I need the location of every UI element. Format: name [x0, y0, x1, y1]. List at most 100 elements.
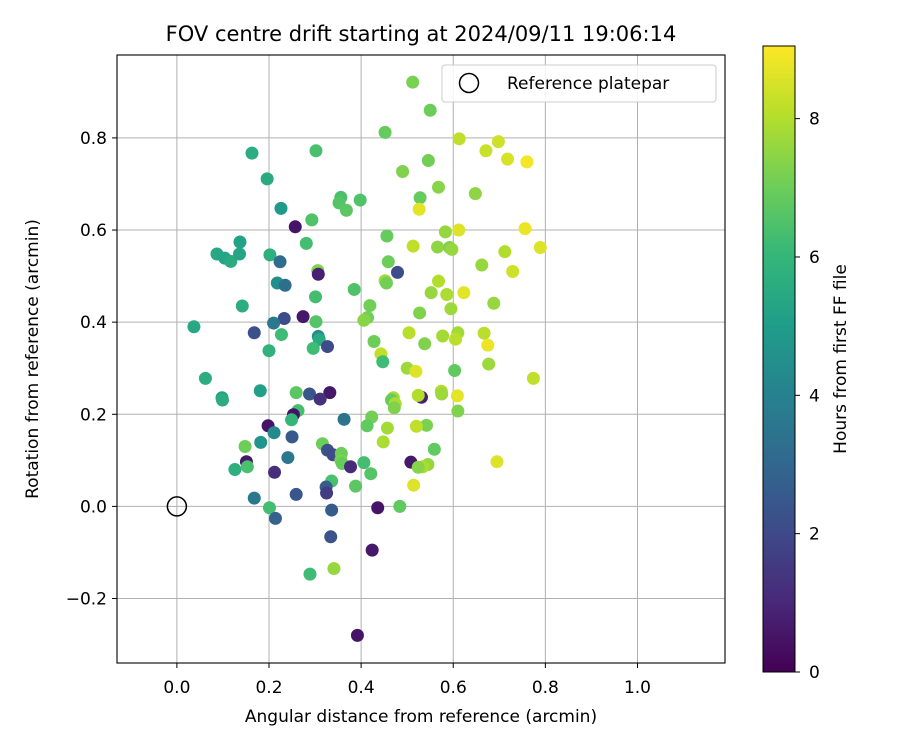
colorbar-tick-label: 0 [809, 663, 820, 683]
data-point [498, 245, 512, 259]
data-point [412, 202, 426, 216]
data-point [344, 460, 358, 474]
data-point [533, 241, 547, 255]
data-point [506, 264, 520, 278]
data-point [320, 340, 334, 354]
data-point [393, 499, 407, 513]
data-point [445, 242, 459, 256]
data-point [353, 193, 367, 207]
data-point [451, 404, 465, 418]
x-tick-label: 0.2 [255, 678, 282, 698]
legend-label: Reference platepar [507, 74, 669, 94]
data-point [450, 389, 464, 403]
data-point [327, 562, 341, 576]
data-point [325, 503, 339, 517]
data-point [347, 282, 361, 296]
data-point [228, 463, 242, 477]
data-point [407, 478, 421, 492]
colorbar: 0 2 4 6 8 Hours from first FF file [762, 45, 851, 683]
data-point [438, 225, 452, 239]
data-point [305, 213, 319, 227]
x-tick-label: 0.6 [440, 678, 467, 698]
colorbar-tick-label: 2 [809, 525, 820, 545]
data-point [198, 371, 212, 385]
x-axis-ticks: 0.0 0.2 0.4 0.6 0.8 1.0 [163, 663, 651, 698]
data-point [431, 240, 445, 254]
data-point [273, 255, 287, 269]
data-point [324, 530, 338, 544]
data-point [421, 153, 435, 167]
data-point [313, 392, 327, 406]
data-point [263, 248, 277, 262]
data-point [360, 419, 374, 433]
data-point [289, 386, 303, 400]
y-tick-label: −0.2 [66, 590, 107, 610]
colorbar-ticks: 0 2 4 6 8 [795, 110, 820, 683]
data-point [296, 310, 310, 324]
y-axis-ticks: −0.2 0.0 0.2 0.4 0.6 0.8 [66, 129, 117, 610]
data-point [350, 628, 364, 642]
data-point [427, 442, 441, 456]
data-point [411, 388, 425, 402]
data-point [432, 274, 446, 288]
data-point [440, 288, 454, 302]
y-tick-label: 0.4 [80, 313, 107, 333]
data-point [491, 135, 505, 149]
data-point [224, 254, 238, 268]
data-point [380, 421, 394, 435]
data-point [457, 286, 471, 300]
data-point [289, 487, 303, 501]
data-point [432, 180, 446, 194]
data-point [402, 326, 416, 340]
data-point [233, 247, 247, 261]
data-point [303, 567, 317, 581]
data-point [409, 419, 423, 433]
data-point [379, 276, 393, 290]
data-point [376, 355, 390, 369]
data-point [452, 223, 466, 237]
data-point [323, 386, 337, 400]
data-point [247, 326, 261, 340]
data-point [518, 222, 532, 236]
colorbar-tick-label: 6 [809, 248, 820, 268]
data-point [339, 203, 353, 217]
data-point [475, 258, 489, 272]
y-tick-label: 0.2 [80, 405, 107, 425]
data-point [391, 265, 405, 279]
data-point [413, 306, 427, 320]
x-tick-label: 0.0 [163, 678, 190, 698]
x-tick-label: 0.8 [532, 678, 559, 698]
data-point [357, 313, 371, 327]
data-point [490, 455, 504, 469]
data-point [420, 418, 434, 432]
data-point [260, 172, 274, 186]
data-point [299, 236, 313, 250]
data-point [479, 144, 493, 158]
reference-platepar-marker [166, 496, 188, 517]
data-point [268, 465, 282, 479]
data-point [309, 290, 323, 304]
data-point [363, 299, 377, 313]
colorbar-tick-label: 4 [809, 386, 820, 406]
data-point [387, 401, 401, 415]
colorbar-label: Hours from first FF file [831, 264, 851, 454]
data-point [487, 296, 501, 310]
data-point [320, 486, 334, 500]
data-point [449, 332, 463, 346]
data-point [285, 413, 299, 427]
colorbar-tick-label: 8 [809, 110, 820, 130]
data-point [233, 235, 247, 249]
plot-frame [116, 54, 726, 664]
data-point [501, 152, 515, 166]
legend-marker-icon [458, 72, 480, 94]
data-point [274, 328, 288, 342]
data-point [281, 451, 295, 465]
data-point [468, 187, 482, 201]
data-point [303, 387, 317, 401]
data-point [371, 501, 385, 515]
data-point [526, 371, 540, 385]
data-point [357, 456, 371, 470]
chart-title: FOV centre drift starting at 2024/09/11 … [166, 22, 677, 46]
data-point [435, 387, 449, 401]
